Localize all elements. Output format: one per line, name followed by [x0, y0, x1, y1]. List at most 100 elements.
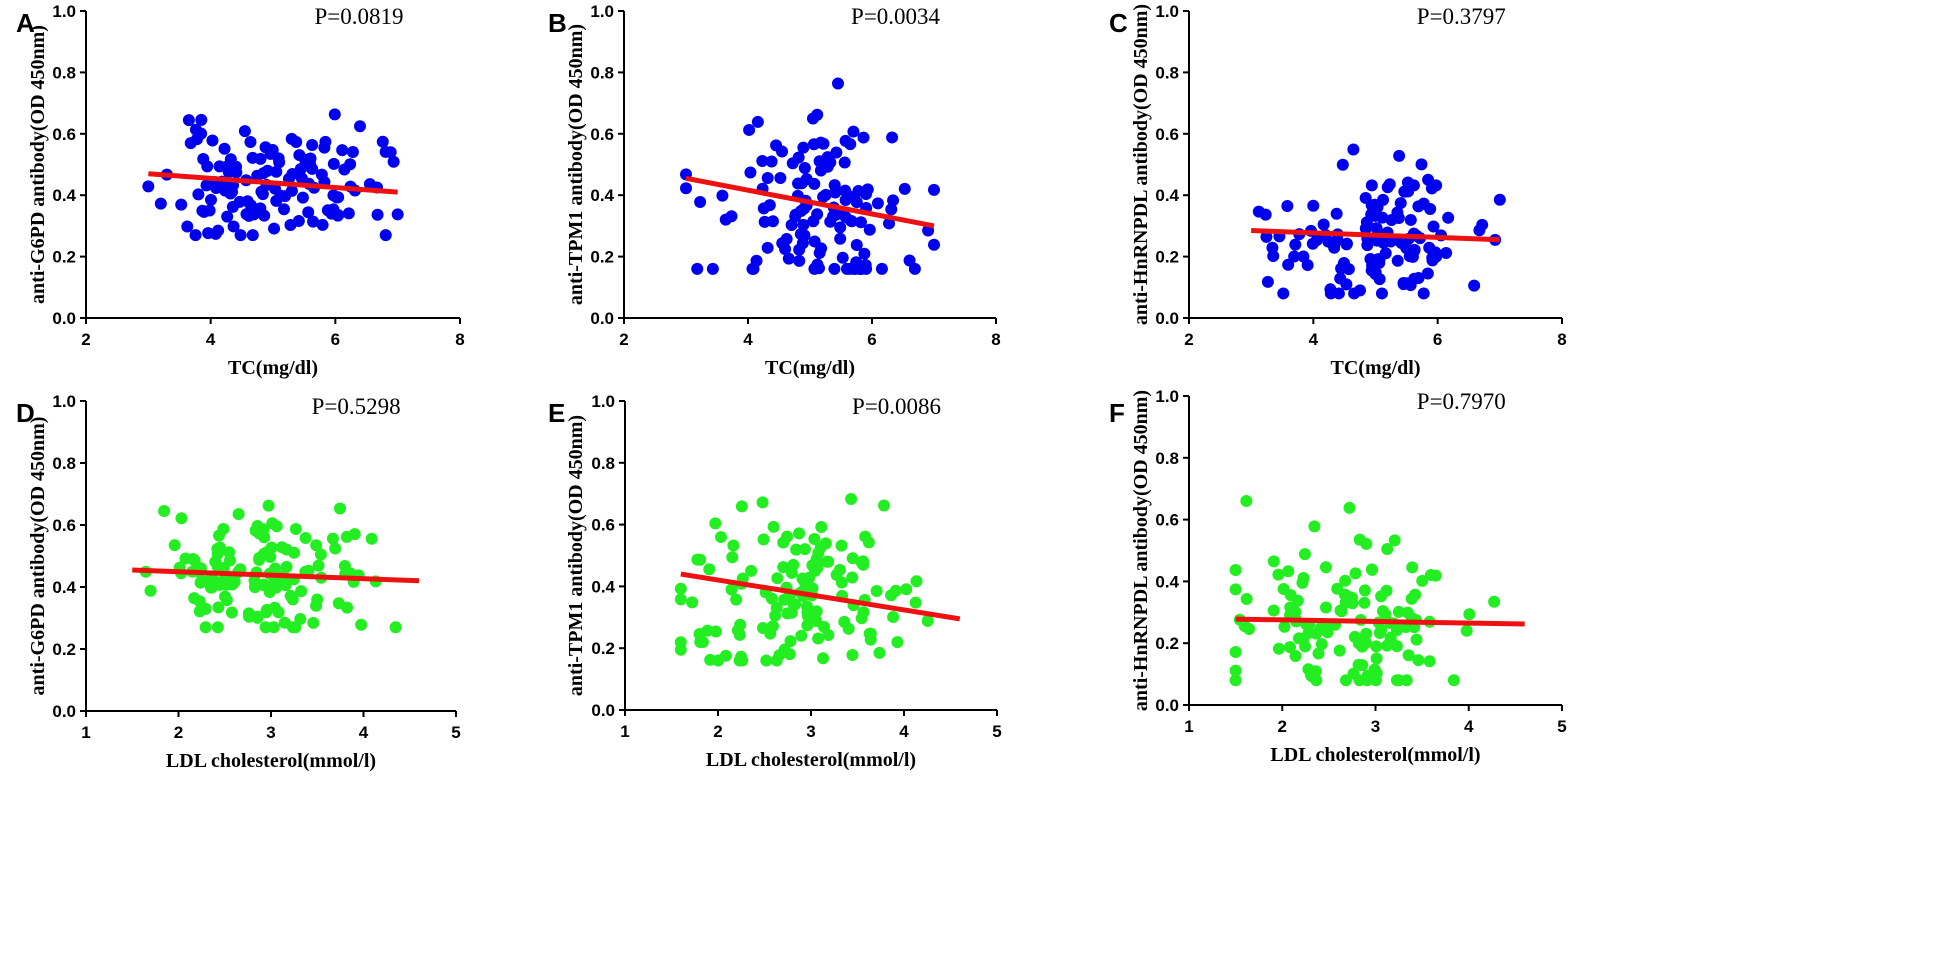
x-tick-label: 5: [1557, 717, 1566, 736]
scatter-point: [696, 636, 709, 649]
panel-f: F 0.0 0.2 0.4 0.6 0.8 1.0 1 2 3 4 5 LDL cholesterol(…: [1109, 387, 1567, 766]
scatter-point: [1339, 574, 1352, 587]
scatter-point: [1324, 283, 1337, 296]
scatter-point: [813, 246, 826, 259]
scatter-point: [1267, 249, 1280, 262]
panel-b: B 0.0 0.2 0.4 0.6 0.8 1.0 2 4 6 8 TC(mg/dl) anti-TPM…: [548, 2, 1001, 379]
scatter-point: [782, 252, 795, 265]
scatter-point: [792, 151, 805, 164]
scatter-point: [158, 505, 171, 518]
scatter-point: [1348, 630, 1361, 643]
scatter-point: [295, 172, 308, 185]
scatter-point: [716, 189, 729, 202]
y-tick-label: 1.0: [591, 392, 615, 411]
scatter-point: [1297, 250, 1310, 263]
scatter-point: [1373, 626, 1386, 639]
scatter-point: [1412, 272, 1425, 285]
scatter-point: [328, 108, 341, 121]
scatter-point: [839, 194, 852, 207]
x-axis-title: TC(mg/dl): [1331, 357, 1421, 379]
scatter-point: [289, 522, 302, 535]
scatter-point: [1400, 674, 1413, 687]
panel-label: A: [16, 8, 35, 38]
scatter-point: [735, 500, 748, 513]
scatter-point: [1321, 626, 1334, 639]
scatter-point: [201, 160, 214, 173]
scatter-point: [218, 142, 231, 155]
scatter-point: [1375, 287, 1388, 300]
scatter-point: [873, 646, 886, 659]
panel-e: E 0.0 0.2 0.4 0.6 0.8 1.0 1 2 3 4 5 LDL cholesterol(…: [548, 392, 1002, 771]
scatter-point: [838, 156, 851, 169]
scatter-point: [318, 141, 331, 154]
scatter-point: [801, 606, 814, 619]
y-axis-title: anti-HnRNPDL antibody(OD 450nm): [1130, 390, 1152, 711]
scatter-point: [771, 572, 784, 585]
scatter-point: [1401, 606, 1414, 619]
y-tick-label: 0.4: [52, 186, 76, 205]
scatter-point: [883, 217, 896, 230]
scatter-point: [270, 520, 283, 533]
scatter-point: [333, 502, 346, 515]
scatter-point: [864, 633, 877, 646]
scatter-point: [725, 583, 738, 596]
scatter-point: [206, 134, 219, 147]
scatter-point: [1282, 565, 1295, 578]
scatter-point: [296, 191, 309, 204]
scatter-point: [1305, 670, 1318, 683]
scatter-point: [761, 172, 774, 185]
scatter-point: [1376, 605, 1389, 618]
scatter-point: [885, 203, 898, 216]
regression-line: [132, 567, 420, 584]
y-axis-title: anti-TPM1 antibody(OD 450nm): [565, 24, 587, 305]
scatter-point: [1348, 287, 1361, 300]
y-axis-title: anti-TPM1 antibody(OD 450nm): [565, 415, 587, 696]
x-tick-label: 1: [1184, 717, 1193, 736]
scatter-point: [859, 530, 872, 543]
scatter-point: [1343, 501, 1356, 514]
scatter-point: [341, 601, 354, 614]
scatter-point: [777, 561, 790, 574]
scatter-point: [793, 527, 806, 540]
scatter-point: [321, 204, 334, 217]
scatter-point: [760, 654, 773, 667]
scatter-point: [824, 215, 837, 228]
panel-label: F: [1109, 398, 1125, 428]
scatter-point: [921, 614, 934, 627]
scatter-point: [1349, 567, 1362, 580]
scatter-point: [1423, 655, 1436, 668]
scatter-point: [767, 520, 780, 533]
scatter-point: [1468, 279, 1481, 292]
y-tick-label: 0.6: [1155, 511, 1179, 530]
scatter-point: [812, 632, 825, 645]
scatter-point: [1391, 254, 1404, 267]
scatter-point: [233, 195, 246, 208]
scatter-point: [1347, 143, 1360, 156]
y-tick-label: 0.4: [591, 577, 615, 596]
scatter-point: [1272, 568, 1285, 581]
scatter-point: [278, 616, 291, 629]
x-axis-title: TC(mg/dl): [765, 357, 855, 379]
scatter-point: [1289, 606, 1302, 619]
scatter-point: [806, 559, 819, 572]
regression-line: [685, 175, 935, 229]
scatter-point: [192, 188, 205, 201]
scatter-point: [269, 576, 282, 589]
y-tick-label: 0.4: [590, 186, 614, 205]
scatter-point: [270, 165, 283, 178]
x-axis-title: LDL cholesterol(mmol/l): [706, 749, 916, 771]
scatter-point: [365, 532, 378, 545]
scatter-point: [757, 533, 770, 546]
scatter-point: [179, 552, 192, 565]
scatter-point: [1365, 179, 1378, 192]
x-tick-label: 1: [620, 722, 629, 741]
scatter-point: [1284, 641, 1297, 654]
scatter-point: [855, 556, 868, 569]
x-tick-label: 4: [899, 722, 909, 741]
x-tick-label: 2: [1278, 717, 1287, 736]
x-tick-label: 2: [174, 723, 183, 742]
scatter-point: [295, 585, 308, 598]
scatter-point: [1356, 640, 1369, 653]
scatter-point: [268, 222, 281, 235]
scatter-point: [792, 177, 805, 190]
